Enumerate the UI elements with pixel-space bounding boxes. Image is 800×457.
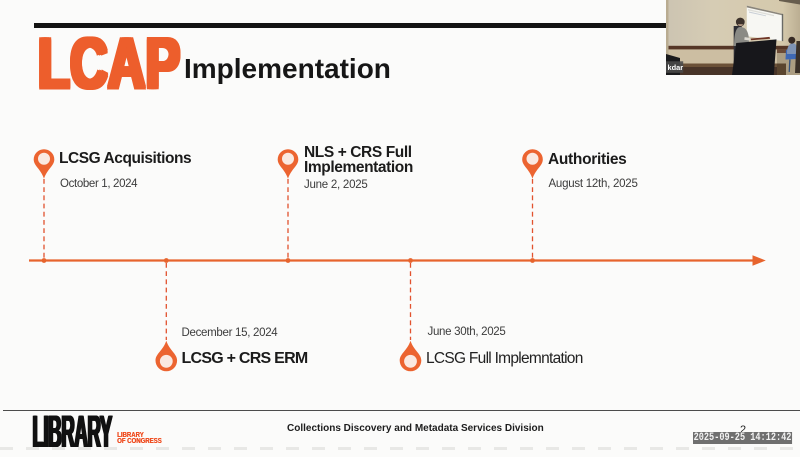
svg-text:kdar: kdar — [668, 63, 684, 72]
